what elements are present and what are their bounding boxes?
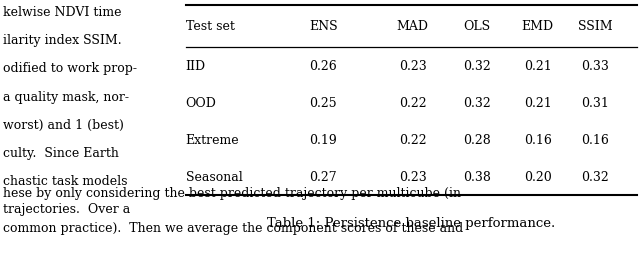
Text: culty.  Since Earth: culty. Since Earth xyxy=(3,146,119,159)
Text: 0.27: 0.27 xyxy=(309,171,337,184)
Text: a quality mask, nor-: a quality mask, nor- xyxy=(3,90,129,103)
Text: MAD: MAD xyxy=(397,20,429,33)
Text: chastic task models: chastic task models xyxy=(3,174,128,187)
Text: worst) and 1 (best): worst) and 1 (best) xyxy=(3,118,124,131)
Text: odified to work prop-: odified to work prop- xyxy=(3,62,137,75)
Text: kelwise NDVI time: kelwise NDVI time xyxy=(3,6,122,19)
Text: 0.31: 0.31 xyxy=(581,97,609,110)
Text: 0.21: 0.21 xyxy=(524,97,552,110)
Text: OLS: OLS xyxy=(463,20,490,33)
Text: common practice).  Then we average the component scores of these and: common practice). Then we average the co… xyxy=(3,221,463,234)
Text: 0.32: 0.32 xyxy=(463,60,491,73)
Text: 0.33: 0.33 xyxy=(581,60,609,73)
Text: 0.28: 0.28 xyxy=(463,134,491,147)
Text: 0.23: 0.23 xyxy=(399,171,427,184)
Text: 0.23: 0.23 xyxy=(399,60,427,73)
Text: 0.16: 0.16 xyxy=(524,134,552,147)
Text: 0.16: 0.16 xyxy=(581,134,609,147)
Text: SSIM: SSIM xyxy=(578,20,612,33)
Text: 0.26: 0.26 xyxy=(309,60,337,73)
Text: ENS: ENS xyxy=(309,20,337,33)
Text: 0.32: 0.32 xyxy=(463,97,491,110)
Text: 0.32: 0.32 xyxy=(581,171,609,184)
Text: ilarity index SSIM.: ilarity index SSIM. xyxy=(3,34,122,47)
Text: 0.22: 0.22 xyxy=(399,97,427,110)
Text: 0.21: 0.21 xyxy=(524,60,552,73)
Text: hese by only considering the best predicted trajectory per multicube (in: hese by only considering the best predic… xyxy=(3,187,461,200)
Text: 0.38: 0.38 xyxy=(463,171,491,184)
Text: IID: IID xyxy=(186,60,205,73)
Text: Seasonal: Seasonal xyxy=(186,171,243,184)
Text: 0.22: 0.22 xyxy=(399,134,427,147)
Text: 0.20: 0.20 xyxy=(524,171,552,184)
Text: EMD: EMD xyxy=(522,20,554,33)
Text: Test set: Test set xyxy=(186,20,234,33)
Text: 0.19: 0.19 xyxy=(309,134,337,147)
Text: Extreme: Extreme xyxy=(186,134,239,147)
Text: OOD: OOD xyxy=(186,97,216,110)
Text: trajectories.  Over a: trajectories. Over a xyxy=(3,202,131,215)
Text: 0.25: 0.25 xyxy=(309,97,337,110)
Text: Table 1: Persistence baseline performance.: Table 1: Persistence baseline performanc… xyxy=(267,216,556,229)
